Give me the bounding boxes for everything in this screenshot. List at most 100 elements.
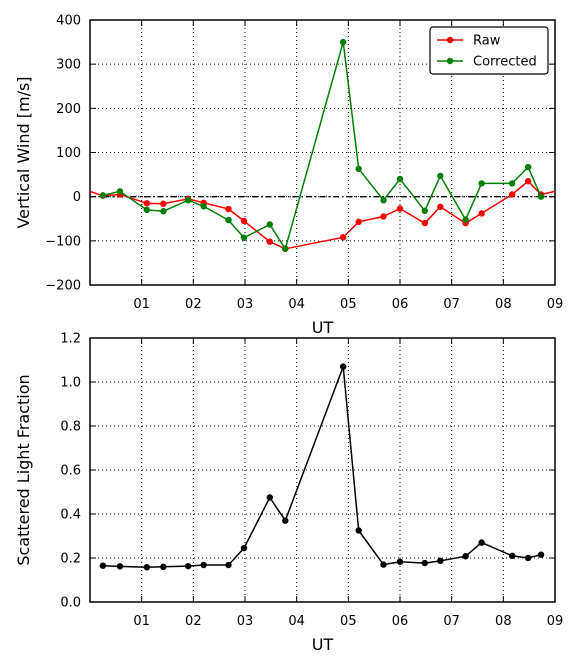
chart2-series-series-point (355, 527, 362, 534)
chart2-xtick-label: 03 (237, 614, 254, 629)
chart2-xtick-label: 01 (133, 614, 150, 629)
chart1-raw-series-point (240, 217, 248, 225)
chart1-ytick-label: 200 (56, 102, 81, 117)
chart1-corrected-series-point (380, 197, 387, 204)
chart1-raw-series-line (89, 180, 556, 250)
chart1-raw-series-point (524, 178, 532, 185)
chart1-raw-series-point (421, 219, 428, 227)
chart1-corrected-series-point (99, 192, 107, 199)
chart2-series-series-point (380, 561, 387, 568)
chart1-raw-series-point (380, 213, 387, 220)
chart1-xtick-label: 05 (340, 297, 357, 312)
chart2-series-series-point (508, 552, 516, 559)
chart1-corrected-series-point (478, 180, 485, 187)
chart1-ytick-label: 300 (56, 58, 81, 73)
chart2-xtick-label: 04 (288, 614, 305, 629)
chart2-series-series-point (462, 553, 469, 560)
chart1-legend-corrected-marker (446, 57, 454, 65)
chart2-series-series-point (421, 559, 428, 567)
chart2-series-series-point (99, 562, 107, 569)
chart1-xtick-label: 03 (237, 297, 254, 312)
chart2-series-series-point (266, 494, 273, 501)
chart1-legend-corrected-label: Corrected (473, 55, 537, 70)
chart2-ytick-label: 1.0 (60, 376, 81, 391)
chart2-ytick-label: 1.2 (60, 332, 81, 347)
chart1-corrected-series-point (116, 188, 124, 195)
chart2-series-series-line (102, 365, 542, 568)
chart2-ytick-label: 0.8 (60, 420, 81, 435)
chart1-ytick-label: 100 (56, 146, 81, 161)
chart2-xtick-label: 05 (340, 614, 357, 629)
chart1-ytick-label: 0 (73, 190, 81, 205)
chart1-xtick-label: 08 (495, 297, 512, 312)
chart1-raw-series-point (225, 205, 232, 213)
chart1-x-axis-label: UT (312, 318, 334, 337)
chart1-corrected-series-point (184, 197, 192, 204)
chart1-raw-series-point (339, 234, 347, 241)
chart1-raw-series-point (508, 191, 516, 198)
chart2-series-series-point (396, 558, 404, 565)
chart1-corrected-series-point (282, 245, 289, 252)
chart1-xtick-label: 07 (443, 297, 460, 312)
chart2-series-series-point (537, 551, 545, 558)
chart1-legend-raw-label: Raw (473, 34, 501, 49)
chart1-corrected-series-point (266, 221, 273, 228)
chart2-series-series-point (524, 554, 532, 562)
chart1-xtick-label: 04 (288, 297, 305, 312)
chart2-series-series-point (225, 561, 232, 569)
chart2-series-series-point (478, 539, 485, 546)
chart2-xtick-label: 02 (185, 614, 202, 629)
chart1-xtick-label: 02 (185, 297, 202, 312)
chart1-ytick-label: −100 (45, 234, 81, 249)
chart2-series-series-point (339, 363, 347, 370)
chart1-xtick-label: 06 (392, 297, 409, 312)
chart2-series-series-point (184, 562, 192, 570)
chart1-ytick-label: 400 (56, 14, 81, 29)
chart2-series-series-point (143, 564, 151, 571)
chart2-series-series-point (282, 517, 289, 524)
chart1-raw-series-point (355, 218, 362, 226)
chart2-ytick-label: 0.2 (60, 552, 81, 567)
chart2-ytick-label: 0.6 (60, 464, 81, 479)
chart2-xtick-label: 07 (443, 614, 460, 629)
chart1-raw-series-point (266, 238, 273, 245)
chart1-corrected-series-point (240, 234, 248, 241)
chart1-raw-series-point (143, 200, 151, 207)
chart2-series-series-point (200, 561, 207, 569)
chart1-corrected-series-point (524, 163, 532, 171)
chart2-xtick-label: 06 (392, 614, 409, 629)
chart2-series-series-point (160, 563, 167, 570)
chart1-corrected-series-point (143, 206, 151, 214)
chart1-corrected-series-point (421, 207, 428, 214)
chart1-corrected-series-point (160, 208, 167, 215)
chart1-legend-raw-marker (446, 36, 454, 44)
chart1-raw-series-point (437, 203, 444, 211)
chart1-corrected-series-point (462, 216, 469, 223)
chart2-y-axis-label: Scattered Light Fraction (14, 374, 33, 565)
chart1-corrected-series-point (355, 165, 362, 173)
chart2-series-series-point (240, 544, 248, 552)
chart2-ytick-label: 0.4 (60, 508, 81, 523)
chart1-legend-box (429, 26, 549, 75)
chart1-corrected-series-point (200, 203, 207, 210)
chart2-series-series-point (437, 557, 444, 565)
chart1-corrected-series-point (225, 216, 232, 224)
chart2-ytick-label: 0.0 (60, 596, 81, 611)
chart1-xtick-label: 01 (133, 297, 150, 312)
chart1-corrected-series-point (396, 175, 404, 183)
chart1-corrected-series-point (508, 180, 516, 187)
chart1-corrected-series-point (437, 172, 444, 180)
chart1-raw-series-point (478, 210, 485, 217)
chart1-corrected-series-point (537, 193, 545, 200)
chart1-corrected-series-point (339, 38, 347, 46)
chart1-raw-series-point (160, 200, 167, 207)
chart2-xtick-label: 09 (547, 614, 564, 629)
chart2-xtick-label: 08 (495, 614, 512, 629)
chart1-y-axis-label: Vertical Wind [m/s] (14, 76, 33, 228)
chart1-ytick-label: −200 (45, 279, 81, 294)
chart2-series-series-point (116, 563, 124, 570)
chart2-x-axis-label: UT (312, 635, 334, 654)
chart1-raw-series-point (396, 205, 404, 212)
